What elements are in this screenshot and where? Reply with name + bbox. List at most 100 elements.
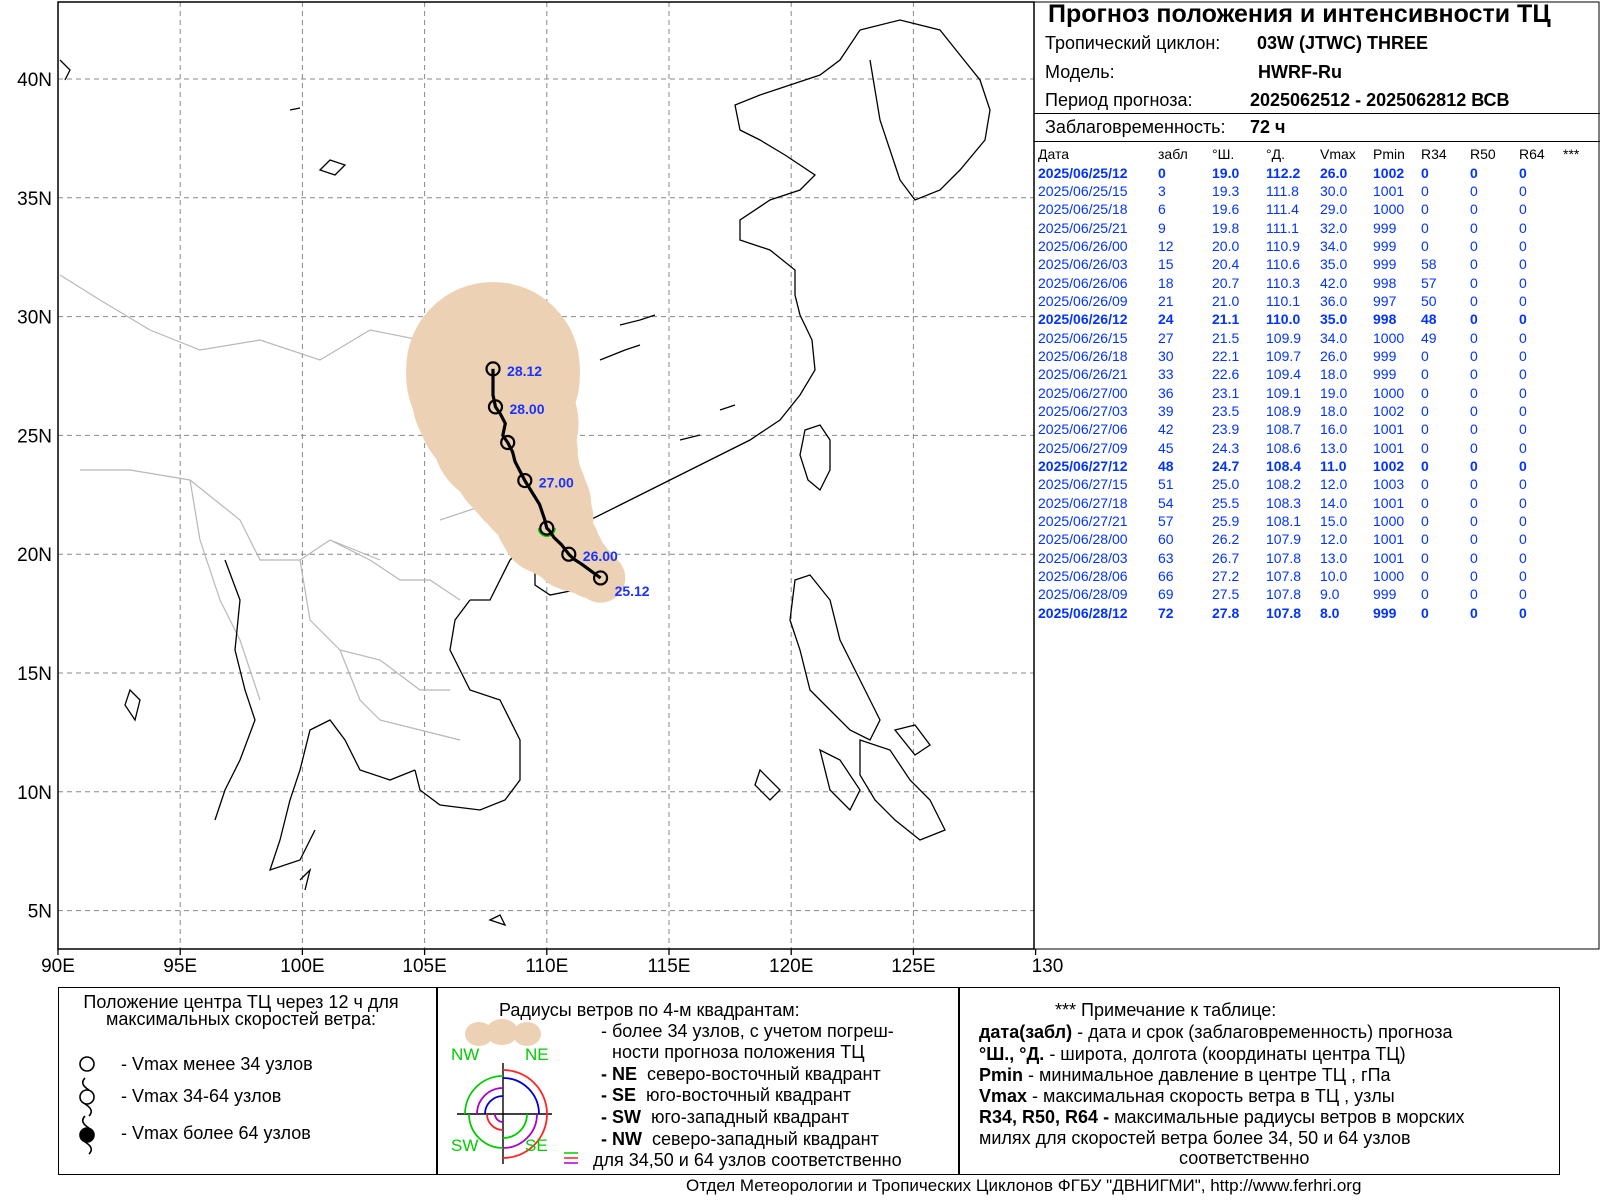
cell-r50: 0 (1470, 568, 1478, 585)
table-row: 2025/06/26/09 21 21.0 110.1 36.0 997 50 0 0 (1038, 292, 1579, 310)
track-point-marker (485, 361, 501, 377)
table-row: 2025/06/27/03 39 23.5 108.9 18.0 1002 0 0 0 (1038, 402, 1579, 420)
cell-lead: 39 (1158, 402, 1174, 419)
cell-date: 2025/06/26/06 (1038, 274, 1128, 291)
cell-vmax: 18.0 (1320, 366, 1348, 383)
cell-r34: 0 (1421, 531, 1429, 548)
note-val-4: - максимальная скорость ветра в ТЦ , узл… (1027, 1086, 1395, 1106)
legend-symbols (79, 1056, 95, 1155)
note-key-1: дата(забл) (979, 1022, 1073, 1042)
cell-r34: 58 (1421, 256, 1437, 273)
table-row: 2025/06/28/09 69 27.5 107.8 9.0 999 0 0 0 (1038, 585, 1579, 603)
cell-date: 2025/06/27/09 (1038, 439, 1128, 456)
cell-r50: 0 (1470, 219, 1478, 236)
cell-r64: 0 (1519, 568, 1527, 585)
cell-pmin: 999 (1373, 586, 1397, 603)
cell-vmax: 13.0 (1320, 439, 1348, 456)
note-val-7: соответственно (1179, 1148, 1310, 1168)
cell-r34: 0 (1421, 604, 1429, 621)
cell-r64: 0 (1519, 292, 1527, 309)
cell-pmin: 999 (1373, 237, 1397, 254)
cell-pmin: 1001 (1373, 531, 1405, 548)
cell-r34: 0 (1421, 182, 1429, 199)
cell-r34: 0 (1421, 347, 1429, 364)
table-row: 2025/06/25/18 6 19.6 111.4 29.0 1000 0 0 0 (1038, 200, 1579, 218)
cell-lead: 33 (1158, 366, 1174, 383)
table-row: 2025/06/26/06 18 20.7 110.3 42.0 998 57 0 0 (1038, 273, 1579, 291)
table-header: Дата забл °Ш. °Д. Vmax Pmin R34 R50 R64 … (1038, 145, 1579, 163)
lon-tick-label: 95E (163, 956, 197, 977)
cell-r50: 0 (1470, 549, 1478, 566)
notes-title: *** Примечание к таблице: (1055, 1000, 1277, 1020)
table-row: 2025/06/26/03 15 20.4 110.6 35.0 999 58 0 0 (1038, 255, 1579, 273)
cell-vmax: 35.0 (1320, 256, 1348, 273)
period-label: Период прогноза: (1045, 90, 1193, 110)
cell-lead: 24 (1158, 311, 1174, 328)
cell-vmax: 14.0 (1320, 494, 1348, 511)
cell-lon: 107.9 (1266, 531, 1302, 548)
table-row: 2025/06/27/18 54 25.5 108.3 14.0 1001 0 0 0 (1038, 494, 1579, 512)
cell-r64: 0 (1519, 237, 1527, 254)
table-row: 2025/06/26/12 24 21.1 110.0 35.0 998 48 0 0 (1038, 310, 1579, 328)
cell-date: 2025/06/27/21 (1038, 513, 1128, 530)
lead-label: Заблаговременность: (1045, 117, 1226, 137)
cell-vmax: 32.0 (1320, 219, 1348, 236)
cell-lon: 107.8 (1266, 549, 1302, 566)
cell-lead: 0 (1158, 164, 1166, 181)
col-lat: °Ш. (1212, 146, 1235, 163)
cell-r34: 0 (1421, 586, 1429, 603)
note-key-3: Pmin (979, 1065, 1024, 1085)
cell-pmin: 999 (1373, 366, 1397, 383)
day-label: 28.12 (507, 363, 542, 379)
cell-vmax: 11.0 (1320, 458, 1347, 475)
lon-tick-label: 110E (525, 956, 568, 977)
table-row: 2025/06/25/21 9 19.8 111.1 32.0 999 0 0 0 (1038, 218, 1579, 236)
cell-lead: 69 (1158, 586, 1174, 603)
cell-lat: 19.8 (1212, 219, 1240, 236)
cell-lat: 26.7 (1212, 549, 1240, 566)
cell-r34: 0 (1421, 421, 1429, 438)
cell-date: 2025/06/26/00 (1038, 237, 1128, 254)
cell-pmin: 1001 (1373, 549, 1405, 566)
cell-r34: 57 (1421, 274, 1437, 291)
lat-tick-label: 10N (17, 783, 52, 804)
r34-arc (537, 527, 556, 537)
table-row: 2025/06/27/12 48 24.7 108.4 11.0 1002 0 0 0 (1038, 457, 1579, 475)
cell-lon: 110.0 (1266, 311, 1301, 328)
note-val-5: максимальные радиусы ветров в морских (1109, 1107, 1465, 1127)
col-pmin: Pmin (1373, 146, 1405, 163)
cell-r34: 50 (1421, 292, 1437, 309)
cell-lat: 23.5 (1212, 402, 1240, 419)
cell-lon: 107.8 (1266, 604, 1302, 621)
se-key: - SE (601, 1085, 637, 1105)
forecast-table: Дата забл °Ш. °Д. Vmax Pmin R34 R50 R64 … (1038, 145, 1579, 622)
cell-r64: 0 (1519, 439, 1527, 456)
lat-tick-label: 5N (28, 902, 52, 923)
col-r50: R50 (1470, 146, 1496, 163)
cell-lat: 23.9 (1212, 421, 1240, 438)
cell-r50: 0 (1470, 256, 1478, 273)
cell-r64: 0 (1519, 201, 1527, 218)
cell-r64: 0 (1519, 476, 1527, 493)
cell-lon: 109.1 (1266, 384, 1302, 401)
model-value: HWRF-Ru (1258, 62, 1342, 82)
cell-r50: 0 (1470, 311, 1478, 328)
cell-lat: 19.3 (1212, 182, 1240, 199)
cell-date: 2025/06/27/03 (1038, 402, 1128, 419)
q-sw-label: SW (451, 1136, 479, 1155)
wind-radii-diagram (457, 1019, 552, 1164)
lon-tick-label: 105E (402, 956, 446, 977)
cell-lat: 22.1 (1212, 347, 1240, 364)
track-point-marker (487, 399, 504, 415)
cone-swatch (465, 1019, 541, 1046)
cell-pmin: 1003 (1373, 476, 1405, 493)
cell-lead: 36 (1158, 384, 1174, 401)
cell-pmin: 1000 (1373, 513, 1405, 530)
cell-vmax: 12.0 (1320, 531, 1348, 548)
lon-tick-label: 90E (41, 956, 75, 977)
note-key-2: °Ш., °Д. (979, 1044, 1045, 1064)
cell-r50: 0 (1470, 237, 1478, 254)
table-row: 2025/06/27/09 45 24.3 108.6 13.0 1001 0 0 0 (1038, 439, 1579, 457)
cell-vmax: 8.0 (1320, 604, 1340, 621)
